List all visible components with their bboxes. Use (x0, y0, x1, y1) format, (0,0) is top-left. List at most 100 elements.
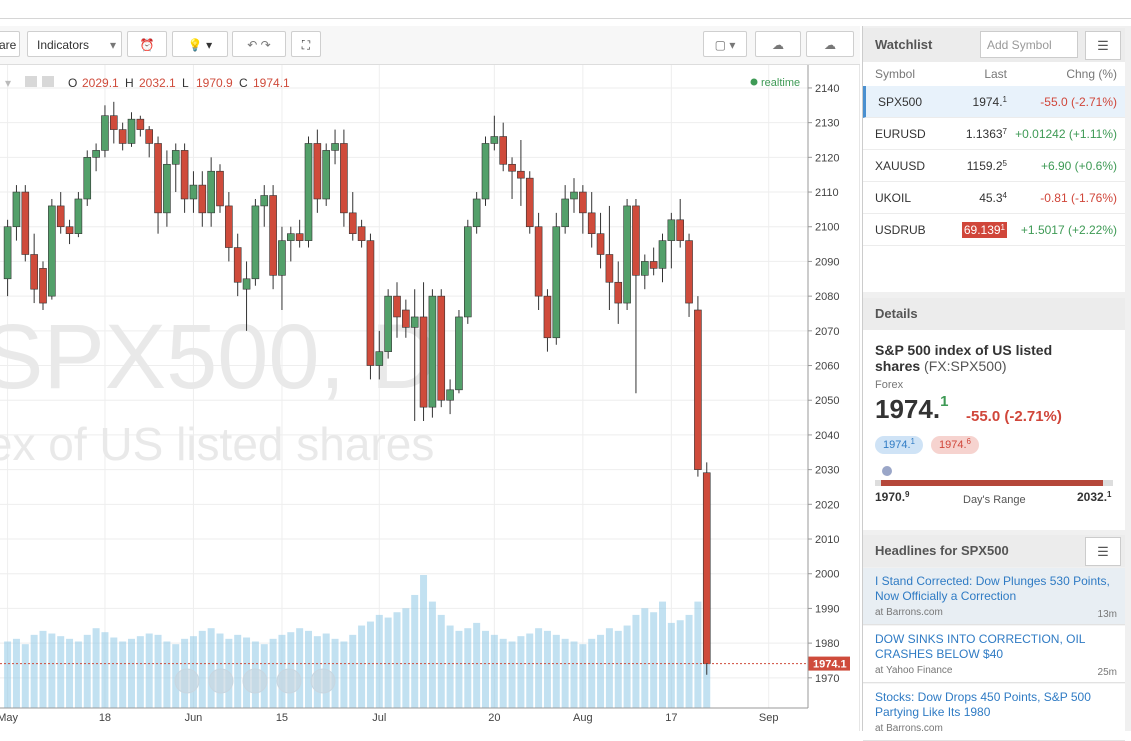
volume-bar (676, 620, 684, 708)
watchlist-row[interactable]: USDRUB 69.1391 +1.5017 (+2.22%) (863, 214, 1125, 246)
candle-body (366, 240, 375, 366)
save-button[interactable]: ☁ (806, 31, 854, 57)
watchlist-row[interactable]: UKOIL 45.34 -0.81 (-1.76%) (863, 182, 1125, 214)
zoom-in[interactable] (276, 668, 302, 694)
tab-button[interactable]: are (0, 31, 20, 57)
candle-body (552, 226, 561, 339)
range-high: 2032.1 (1077, 490, 1111, 504)
volume-bar (482, 630, 489, 708)
volume-bar (455, 630, 463, 708)
headlines-menu[interactable]: ☰ (1085, 537, 1121, 566)
candle-body (145, 129, 153, 144)
reset[interactable] (242, 668, 268, 694)
candle-body (74, 198, 83, 234)
range-low-main: 1970. (875, 490, 906, 504)
volume-bar (66, 638, 74, 708)
y-tick-label: 2120 (815, 152, 839, 164)
volume-bar (659, 601, 666, 708)
instrument-name: S&P 500 index of US listed shares (FX:SP… (875, 342, 1075, 374)
symbol: EURUSD (875, 127, 926, 141)
candle-body (667, 219, 676, 241)
nav-right[interactable] (310, 668, 336, 694)
watchlist-header: Watchlist Add Symbol ☰ (863, 28, 1125, 62)
headline[interactable]: DOW SINKS INTO CORRECTION, OIL CRASHES B… (863, 626, 1125, 683)
y-tick-label: 2050 (815, 395, 839, 407)
volume-bar (605, 628, 613, 708)
candle-body (48, 205, 56, 297)
volume-bar (207, 628, 215, 708)
change: +6.90 (+0.6%) (1040, 159, 1117, 173)
candle-body (331, 143, 339, 151)
volume-bar (269, 638, 277, 708)
volume-bar (375, 614, 383, 708)
headlines: I Stand Corrected: Dow Plunges 530 Point… (863, 568, 1125, 741)
fullscreen-button[interactable]: ⛶ (291, 31, 321, 57)
x-tick-label: Aug (573, 712, 593, 724)
volume-bar (331, 638, 339, 708)
candle-body (357, 226, 366, 241)
watchlist-row[interactable]: XAUUSD 1159.25 +6.90 (+0.6%) (863, 150, 1125, 182)
candle-body (508, 163, 516, 172)
volume-bar (119, 641, 127, 708)
legend-icon[interactable] (25, 76, 37, 87)
browser-bar (0, 0, 1131, 19)
volume-bar (570, 641, 578, 708)
alert-button[interactable]: ⏰ (127, 31, 167, 57)
headlines-header: Headlines for SPX500 ☰ (863, 535, 1125, 567)
watchlist-row[interactable]: EURUSD 1.13637 +0.01242 (+1.11%) (863, 118, 1125, 150)
volume-bar (74, 641, 82, 708)
volume-bar (641, 608, 649, 708)
range-high-sup: 1 (1107, 490, 1112, 499)
volume-bar (446, 625, 454, 708)
last-sup: 1 (1000, 223, 1005, 232)
ideas-button[interactable]: 💡 ▾ (172, 31, 228, 57)
plot (0, 101, 808, 708)
last-main: 1.1363 (965, 127, 1003, 141)
volume-bar (517, 636, 525, 708)
candle-body (455, 316, 463, 391)
volume-bar (473, 622, 481, 708)
candle-body (402, 309, 410, 328)
candle-body (286, 233, 295, 241)
y-tick-label: 2010 (815, 534, 839, 546)
watchlist-row[interactable]: SPX500 1974.1 -55.0 (-2.71%) (863, 86, 1125, 118)
y-tick-label: 1970 (815, 673, 839, 685)
layout-button[interactable]: ▢ ▾ (703, 31, 747, 57)
volume-bar (614, 630, 622, 708)
headline-title[interactable]: Stocks: Dow Drops 450 Points, S&P 500 Pa… (875, 690, 1091, 719)
last: 1159.25 (967, 150, 1007, 182)
legend-icon[interactable] (42, 76, 54, 87)
headline-title[interactable]: I Stand Corrected: Dow Plunges 530 Point… (875, 574, 1110, 603)
watchlist-menu[interactable]: ☰ (1085, 31, 1121, 60)
indicators-button[interactable]: Indicators ▾ (27, 31, 122, 57)
y-tick-label: 2040 (815, 430, 839, 442)
headline-title[interactable]: DOW SINKS INTO CORRECTION, OIL CRASHES B… (875, 632, 1086, 661)
add-symbol-input[interactable]: Add Symbol (980, 31, 1078, 58)
symbol: USDRUB (875, 223, 926, 237)
ask: 1974. (939, 439, 967, 451)
watchlist-columns: Symbol Last Chng (%) (863, 62, 1125, 86)
volume-bar (128, 638, 135, 708)
candle-body (21, 191, 30, 255)
watchlist-title: Watchlist (875, 37, 933, 52)
volume-bar (163, 641, 171, 708)
load-button[interactable]: ☁ (755, 31, 801, 57)
column-header: Chng (%) (1066, 67, 1117, 81)
side-panel: Watchlist Add Symbol ☰ Symbol Last Chng … (862, 26, 1131, 741)
headline[interactable]: Stocks: Dow Drops 450 Points, S&P 500 Pa… (863, 684, 1125, 741)
y-tick-label: 1980 (815, 638, 839, 650)
nav-left[interactable] (174, 668, 200, 694)
candle-body (676, 219, 685, 241)
chart: SPX500, D S&P 500 index of US listed sha… (0, 26, 860, 731)
volume-bar (490, 634, 498, 708)
last: 1.13637 (966, 118, 1007, 150)
headline[interactable]: I Stand Corrected: Dow Plunges 530 Point… (863, 568, 1125, 625)
volume-bar (366, 621, 374, 708)
candle-body (118, 129, 127, 144)
undo-redo[interactable]: ↶ ↷ (232, 31, 286, 57)
candle-body (481, 143, 490, 200)
zoom-out[interactable] (208, 668, 234, 694)
volume-bar (667, 622, 675, 708)
ohlc-value: 1970.9 (196, 76, 233, 90)
candle-body (92, 150, 100, 158)
